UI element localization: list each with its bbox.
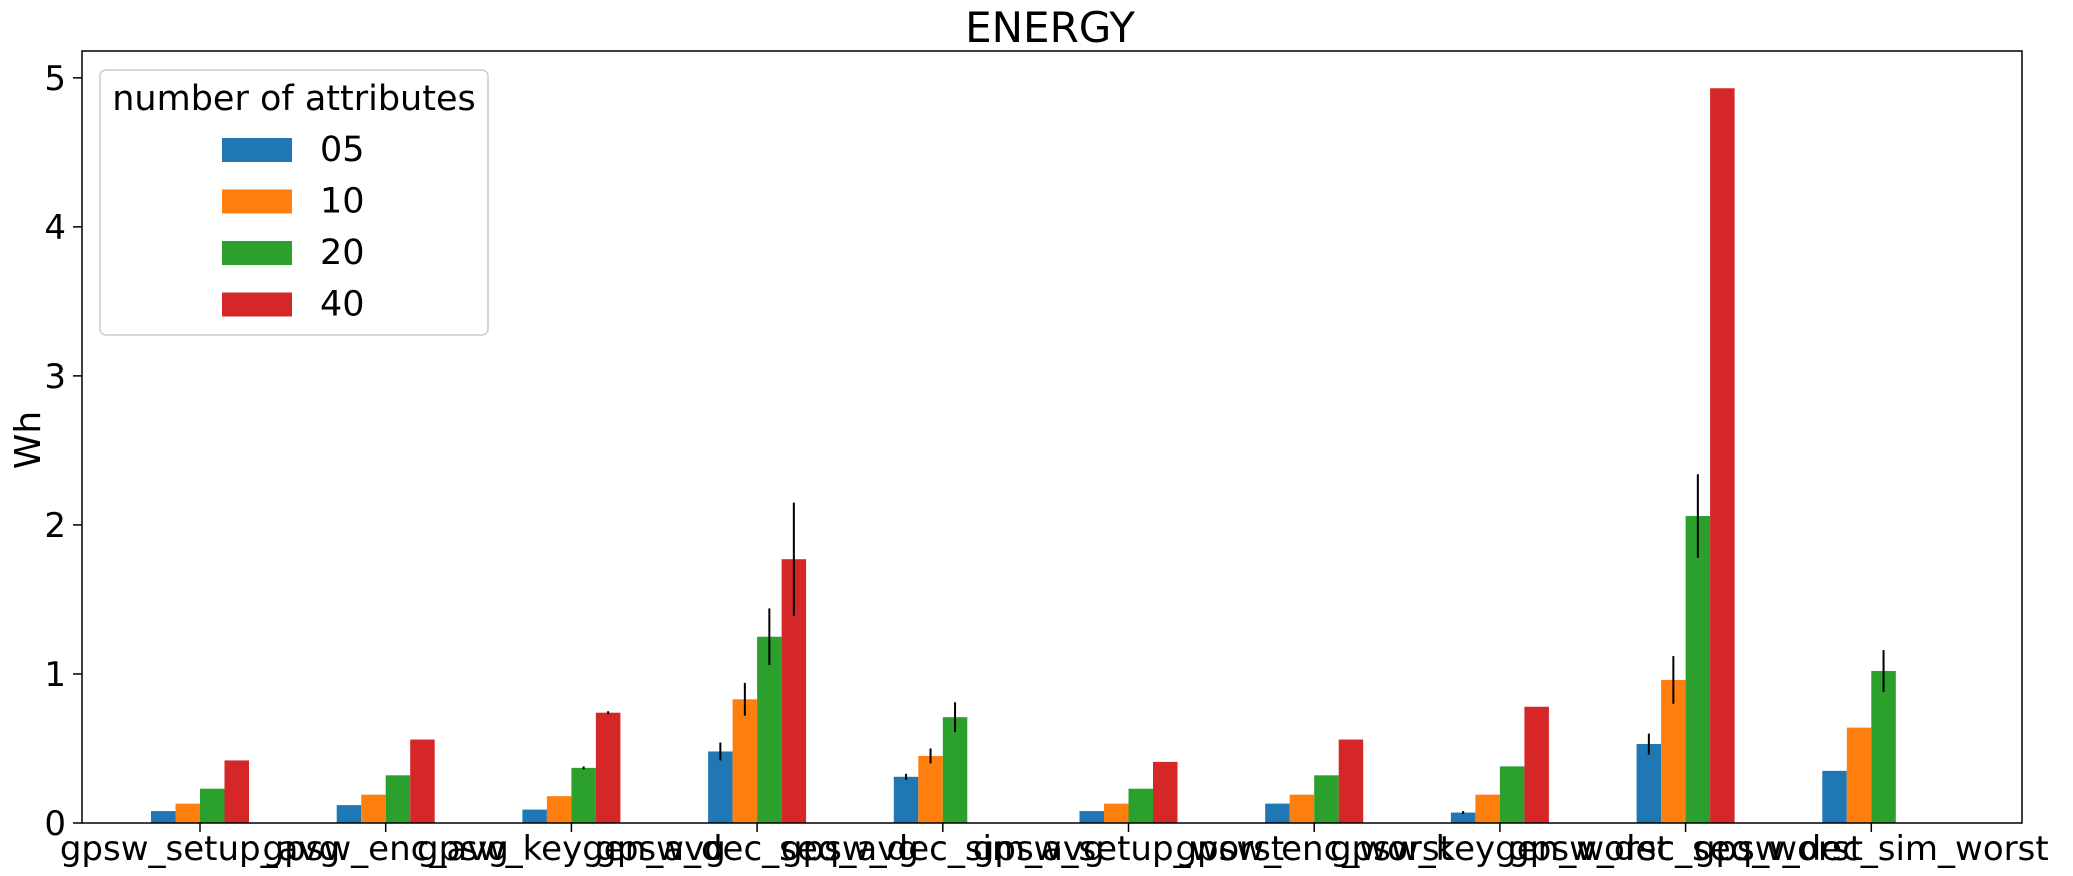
bar-10-gpsw_dec_sim_worst (1846, 727, 1872, 823)
bar-10-gpsw_dec_sim_avg (918, 755, 943, 823)
bar-20-gpsw_keygen_avg (571, 767, 596, 823)
y-tick-label: 1 (44, 655, 66, 695)
x-tick-label: gpsw_dec_seq_worst (1508, 829, 1863, 869)
plot-frame (81, 50, 2023, 824)
bar-10-gpsw_setup_avg (175, 803, 200, 823)
bar-05-gpsw_dec_seq_worst (1636, 744, 1662, 823)
bar-40-gpsw_enc_worst (1338, 739, 1364, 823)
bar-05-gpsw_keygen_avg (522, 809, 547, 823)
x-tick-label: gpsw_setup_worst (973, 829, 1284, 869)
y-tick-label: 4 (44, 208, 66, 248)
x-tick-label: gpsw_dec_seq_avg (595, 829, 919, 869)
bar-05-gpsw_dec_sim_avg (893, 776, 919, 823)
x-tick-label: gpsw_enc_avg (263, 829, 509, 869)
bar-20-gpsw_dec_sim_worst (1871, 670, 1896, 823)
y-tick-label: 0 (44, 804, 66, 844)
x-tick-label: gpsw_keygen_worst (1330, 829, 1670, 869)
error-bars-group (582, 474, 1885, 815)
legend: number of attributes 05 10 20 40 (99, 69, 489, 336)
y-tick-label: 3 (44, 357, 66, 397)
legend-swatch-40 (222, 292, 292, 317)
bar-20-gpsw_keygen_worst (1499, 766, 1525, 823)
x-tick-label: gpsw_keygen_avg (417, 829, 726, 869)
bar-40-gpsw_setup_avg (224, 760, 249, 823)
bar-40-gpsw_dec_seq_worst (1710, 88, 1735, 823)
x-axis-ticks: gpsw_setup_avggpsw_enc_avggpsw_keygen_av… (60, 823, 2049, 869)
bar-20-gpsw_dec_seq_worst (1685, 515, 1711, 823)
x-tick-label: gpsw_setup_avg (60, 829, 340, 869)
legend-entries: 05 10 20 40 (222, 130, 365, 325)
legend-swatch-05 (222, 138, 292, 162)
bar-05-gpsw_setup_worst (1079, 811, 1104, 823)
bar-20-gpsw_enc_worst (1314, 775, 1339, 823)
bar-20-gpsw_setup_avg (200, 788, 225, 823)
y-tick-label: 2 (44, 506, 66, 546)
bar-05-gpsw_enc_avg (336, 805, 362, 823)
legend-label-40: 40 (320, 285, 365, 325)
bar-10-gpsw_dec_seq_avg (732, 699, 758, 823)
bar-40-gpsw_keygen_worst (1524, 706, 1549, 823)
bar-40-gpsw_keygen_avg (595, 712, 621, 823)
y-axis-label: Wh (8, 411, 49, 469)
bar-10-gpsw_keygen_avg (546, 796, 572, 823)
bar-10-gpsw_enc_avg (361, 794, 386, 823)
legend-swatch-20 (222, 241, 292, 265)
bar-20-gpsw_setup_worst (1128, 788, 1153, 823)
bar-10-gpsw_dec_seq_worst (1661, 679, 1686, 823)
bar-05-gpsw_dec_sim_worst (1822, 770, 1847, 823)
legend-title: number of attributes (112, 79, 475, 119)
bar-10-gpsw_setup_worst (1104, 803, 1129, 823)
x-tick-label: gpsw_dec_sim_avg (781, 829, 1105, 869)
bar-10-gpsw_keygen_worst (1475, 794, 1500, 823)
legend-swatch-10 (222, 189, 292, 214)
legend-box (99, 69, 489, 336)
legend-label-10: 10 (320, 182, 365, 222)
bar-05-gpsw_enc_worst (1265, 803, 1290, 823)
bar-20-gpsw_enc_avg (385, 775, 411, 823)
bars-group (151, 88, 1896, 823)
bar-05-gpsw_setup_avg (151, 811, 176, 823)
legend-label-20: 20 (320, 233, 365, 273)
bar-20-gpsw_dec_seq_avg (757, 636, 782, 823)
y-axis-ticks: 0 1 2 3 4 5 (44, 59, 82, 844)
bar-20-gpsw_dec_sim_avg (942, 717, 968, 823)
chart-title: ENERGY (965, 3, 1135, 52)
x-tick-label: gpsw_dec_sim_worst (1694, 829, 2049, 869)
y-tick-label: 5 (44, 59, 66, 99)
bar-40-gpsw_setup_worst (1153, 761, 1178, 823)
bar-10-gpsw_enc_worst (1289, 794, 1315, 823)
bar-05-gpsw_keygen_worst (1450, 812, 1476, 823)
legend-label-05: 05 (320, 130, 365, 170)
bar-05-gpsw_dec_seq_avg (708, 751, 733, 823)
bar-40-gpsw_enc_avg (410, 739, 435, 823)
x-tick-label: gpsw_enc_worst (1175, 829, 1452, 869)
